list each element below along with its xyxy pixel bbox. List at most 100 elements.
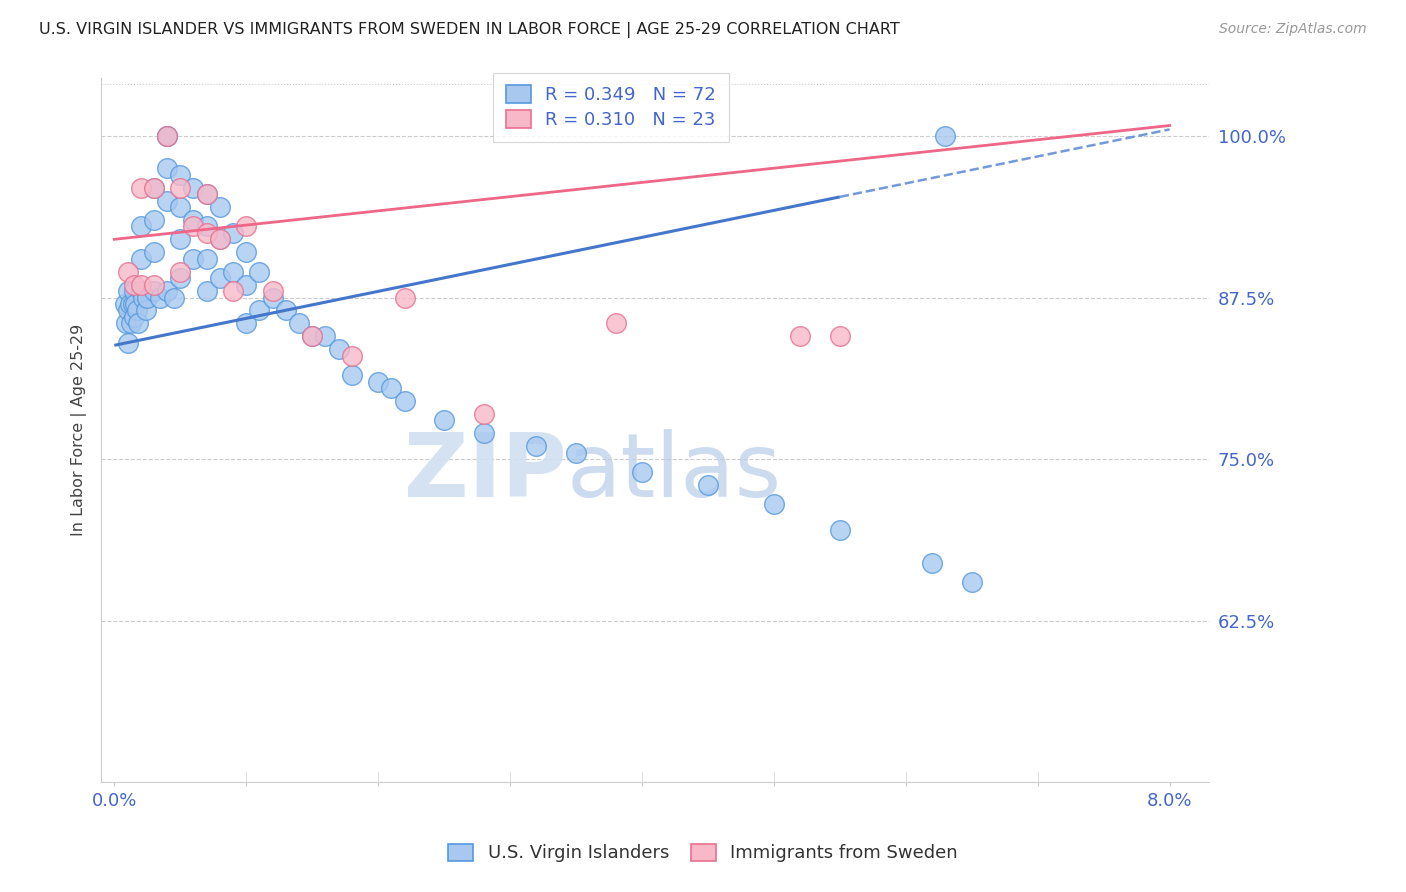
Point [122, 310, 145, 324]
Point [135, 303, 157, 318]
Point [340, 368, 363, 382]
Point [960, 574, 983, 589]
Point [149, 291, 172, 305]
Point [262, 284, 284, 298]
Point [789, 329, 811, 343]
Point [195, 219, 218, 234]
Point [129, 219, 152, 234]
Point [127, 317, 149, 331]
Point [142, 180, 165, 194]
Point [132, 291, 155, 305]
Point [117, 284, 139, 298]
Point [208, 200, 231, 214]
Point [142, 180, 165, 194]
Point [697, 478, 720, 492]
Point [235, 245, 257, 260]
Point [472, 426, 495, 441]
Point [195, 187, 218, 202]
Text: atlas: atlas [567, 429, 782, 516]
Point [565, 445, 588, 459]
Point [117, 265, 139, 279]
Point [274, 303, 297, 318]
Point [183, 219, 205, 234]
Text: ZIP: ZIP [404, 429, 567, 516]
Point [142, 213, 165, 227]
Point [169, 265, 191, 279]
Point [120, 297, 142, 311]
Point [208, 232, 231, 246]
Point [169, 271, 191, 285]
Point [156, 161, 179, 176]
Point [222, 265, 245, 279]
Point [156, 128, 179, 143]
Legend: U.S. Virgin Islanders, Immigrants from Sweden: U.S. Virgin Islanders, Immigrants from S… [440, 837, 966, 870]
Text: U.S. VIRGIN ISLANDER VS IMMIGRANTS FROM SWEDEN IN LABOR FORCE | AGE 25-29 CORREL: U.S. VIRGIN ISLANDER VS IMMIGRANTS FROM … [39, 22, 900, 38]
Point [129, 277, 152, 292]
Point [183, 252, 205, 266]
Point [125, 303, 148, 318]
Point [208, 271, 231, 285]
Point [169, 168, 191, 182]
Point [121, 317, 143, 331]
Point [122, 284, 145, 298]
Point [328, 343, 350, 357]
Point [169, 200, 191, 214]
Point [121, 297, 143, 311]
Point [301, 329, 323, 343]
Point [314, 329, 336, 343]
Point [129, 252, 152, 266]
Point [235, 277, 257, 292]
Point [136, 291, 159, 305]
Point [222, 284, 245, 298]
Point [301, 329, 323, 343]
Point [433, 413, 456, 427]
Point [828, 523, 851, 537]
Point [117, 335, 139, 350]
Y-axis label: In Labor Force | Age 25-29: In Labor Force | Age 25-29 [72, 324, 87, 536]
Point [605, 317, 627, 331]
Point [262, 291, 284, 305]
Point [208, 232, 231, 246]
Legend: R = 0.349   N = 72, R = 0.310   N = 23: R = 0.349 N = 72, R = 0.310 N = 23 [494, 72, 728, 142]
Point [195, 284, 218, 298]
Point [394, 393, 416, 408]
Point [124, 297, 146, 311]
Text: Source: ZipAtlas.com: Source: ZipAtlas.com [1219, 22, 1367, 37]
Point [117, 303, 139, 318]
Point [156, 128, 179, 143]
Point [183, 213, 205, 227]
Point [183, 180, 205, 194]
Point [235, 219, 257, 234]
Point [631, 465, 654, 479]
Point [142, 277, 165, 292]
Point [156, 284, 179, 298]
Point [249, 265, 271, 279]
Point [195, 252, 218, 266]
Point [380, 381, 402, 395]
Point [235, 317, 257, 331]
Point [394, 291, 416, 305]
Point [526, 439, 548, 453]
Point [129, 284, 152, 298]
Point [472, 407, 495, 421]
Point [288, 317, 311, 331]
Point [222, 226, 245, 240]
Point [169, 232, 191, 246]
Point [122, 277, 145, 292]
Point [129, 180, 152, 194]
Point [114, 297, 136, 311]
Point [762, 497, 785, 511]
Point [163, 291, 186, 305]
Point [195, 226, 218, 240]
Point [340, 349, 363, 363]
Point [156, 128, 179, 143]
Point [142, 284, 165, 298]
Point [115, 317, 138, 331]
Point [828, 329, 851, 343]
Point [934, 128, 956, 143]
Point [249, 303, 271, 318]
Point [367, 375, 389, 389]
Point [156, 194, 179, 208]
Point [921, 556, 943, 570]
Point [142, 245, 165, 260]
